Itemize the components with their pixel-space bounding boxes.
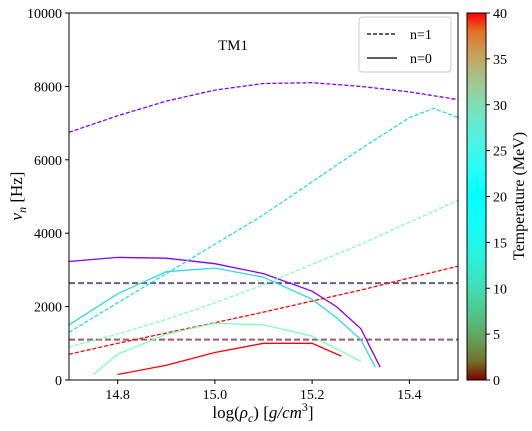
- series-n0-T0: [69, 256, 381, 368]
- colorbar-tick-label: 5: [493, 328, 500, 343]
- x-tick-label: 15.2: [300, 388, 325, 403]
- colorbar-label: Temperature (MeV): [511, 132, 528, 260]
- y-tick-label: 4000: [34, 227, 62, 242]
- y-axis-label: νn [Hz]: [7, 172, 29, 221]
- legend-box: [358, 16, 452, 73]
- x-tick-label: 14.8: [105, 388, 130, 403]
- y-axis: 0 2000 4000 6000 8000 10000: [27, 7, 69, 389]
- colorbar: 0 5 10 15 20 25 30 35 40 Temperature (MeV): [466, 7, 528, 389]
- legend-label-n0: n=0: [410, 52, 432, 67]
- series-n1-T20: [69, 199, 458, 348]
- colorbar-tick-label: 30: [493, 99, 507, 114]
- colorbar-tick-label: 0: [493, 374, 500, 389]
- series-n0-T40: [117, 342, 342, 376]
- colorbar-tick-label: 25: [493, 145, 507, 160]
- y-tick-label: 6000: [34, 154, 62, 169]
- legend-label-n1: n=1: [410, 28, 432, 43]
- y-tick-label: 0: [55, 374, 62, 389]
- colorbar-tick-label: 10: [493, 282, 507, 297]
- colorbar-tick-label: 20: [493, 191, 507, 206]
- x-tick-label: 15.4: [397, 388, 422, 403]
- legend: n=1 n=0: [358, 16, 452, 73]
- colorbar-tick-label: 35: [493, 53, 507, 68]
- colorbar-tick-label: 15: [493, 236, 507, 251]
- y-tick-label: 10000: [27, 7, 62, 22]
- colorbar-tick-label: 40: [493, 7, 507, 22]
- y-tick-label: 8000: [34, 80, 62, 95]
- panel-annotation: TM1: [218, 38, 248, 54]
- series-n0-T10: [69, 267, 376, 368]
- series-n1-T10: [69, 107, 458, 333]
- series-n1-T0: [69, 82, 458, 133]
- plot-background: [69, 13, 458, 380]
- colorbar-ticks: 0 5 10 15 20 25 30 35 40: [486, 7, 507, 389]
- plot-frame: [68, 12, 459, 381]
- frequency-curves: [69, 82, 458, 376]
- series-n1-T40: [69, 265, 458, 355]
- series-n0-T20: [92, 322, 362, 375]
- x-axis-label: log(ρc) [g/cm3]: [212, 400, 313, 425]
- x-axis: 14.8 15.0 15.2 15.4: [105, 380, 422, 403]
- x-tick-label: 15.0: [203, 388, 228, 403]
- colorbar-gradient: [466, 12, 487, 381]
- y-tick-label: 2000: [34, 301, 62, 316]
